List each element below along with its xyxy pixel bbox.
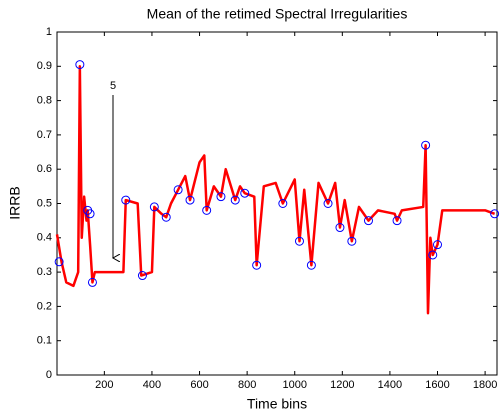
y-tick-label: 1 xyxy=(46,26,52,38)
y-tick-label: 0.7 xyxy=(37,129,52,141)
marker xyxy=(335,223,345,233)
marker xyxy=(87,277,97,287)
marker xyxy=(149,202,159,212)
marker xyxy=(323,199,333,208)
chart-title: Mean of the retimed Spectral Irregularit… xyxy=(147,6,408,22)
marker xyxy=(75,60,85,70)
marker xyxy=(428,250,438,260)
marker xyxy=(230,195,240,205)
marker xyxy=(137,271,147,281)
x-axis-label: Time bins xyxy=(247,396,307,412)
marker xyxy=(202,205,212,215)
x-tick-label: 200 xyxy=(95,379,113,391)
x-tick-label: 400 xyxy=(143,379,161,391)
marker xyxy=(306,260,316,270)
y-tick-label: 0.5 xyxy=(37,197,52,209)
y-tick-label: 0.6 xyxy=(37,163,52,175)
marker xyxy=(347,236,357,246)
y-tick-label: 0.3 xyxy=(37,266,52,278)
annotation: 5 xyxy=(110,80,116,92)
marker xyxy=(278,199,288,208)
x-tick-label: 800 xyxy=(238,379,256,391)
y-tick-label: 0.1 xyxy=(37,335,52,347)
marker xyxy=(363,216,373,226)
x-tick-label: 1800 xyxy=(473,379,497,391)
marker xyxy=(54,257,64,267)
x-tick-label: 1000 xyxy=(282,379,306,391)
y-tick-label: 0.2 xyxy=(37,300,52,312)
marker xyxy=(121,195,131,205)
x-tick-label: 1600 xyxy=(425,379,449,391)
y-tick-label: 0 xyxy=(46,369,52,381)
marker xyxy=(252,260,262,270)
x-tick-label: 1400 xyxy=(378,379,402,391)
marker xyxy=(490,209,500,219)
y-tick-label: 0.4 xyxy=(37,232,52,244)
marker xyxy=(173,185,183,195)
marker xyxy=(85,209,95,219)
x-tick-label: 1200 xyxy=(330,379,354,391)
marker xyxy=(161,212,171,222)
y-tick-label: 0.8 xyxy=(37,95,52,107)
marker xyxy=(240,188,250,198)
marker xyxy=(421,140,431,150)
marker xyxy=(392,216,402,226)
marker xyxy=(216,192,226,202)
marker xyxy=(433,240,443,250)
marker xyxy=(185,195,195,205)
x-tick-label: 600 xyxy=(190,379,208,391)
marker xyxy=(294,236,304,246)
y-axis-label: IRRB xyxy=(7,186,23,219)
y-tick-label: 0.9 xyxy=(37,60,52,72)
